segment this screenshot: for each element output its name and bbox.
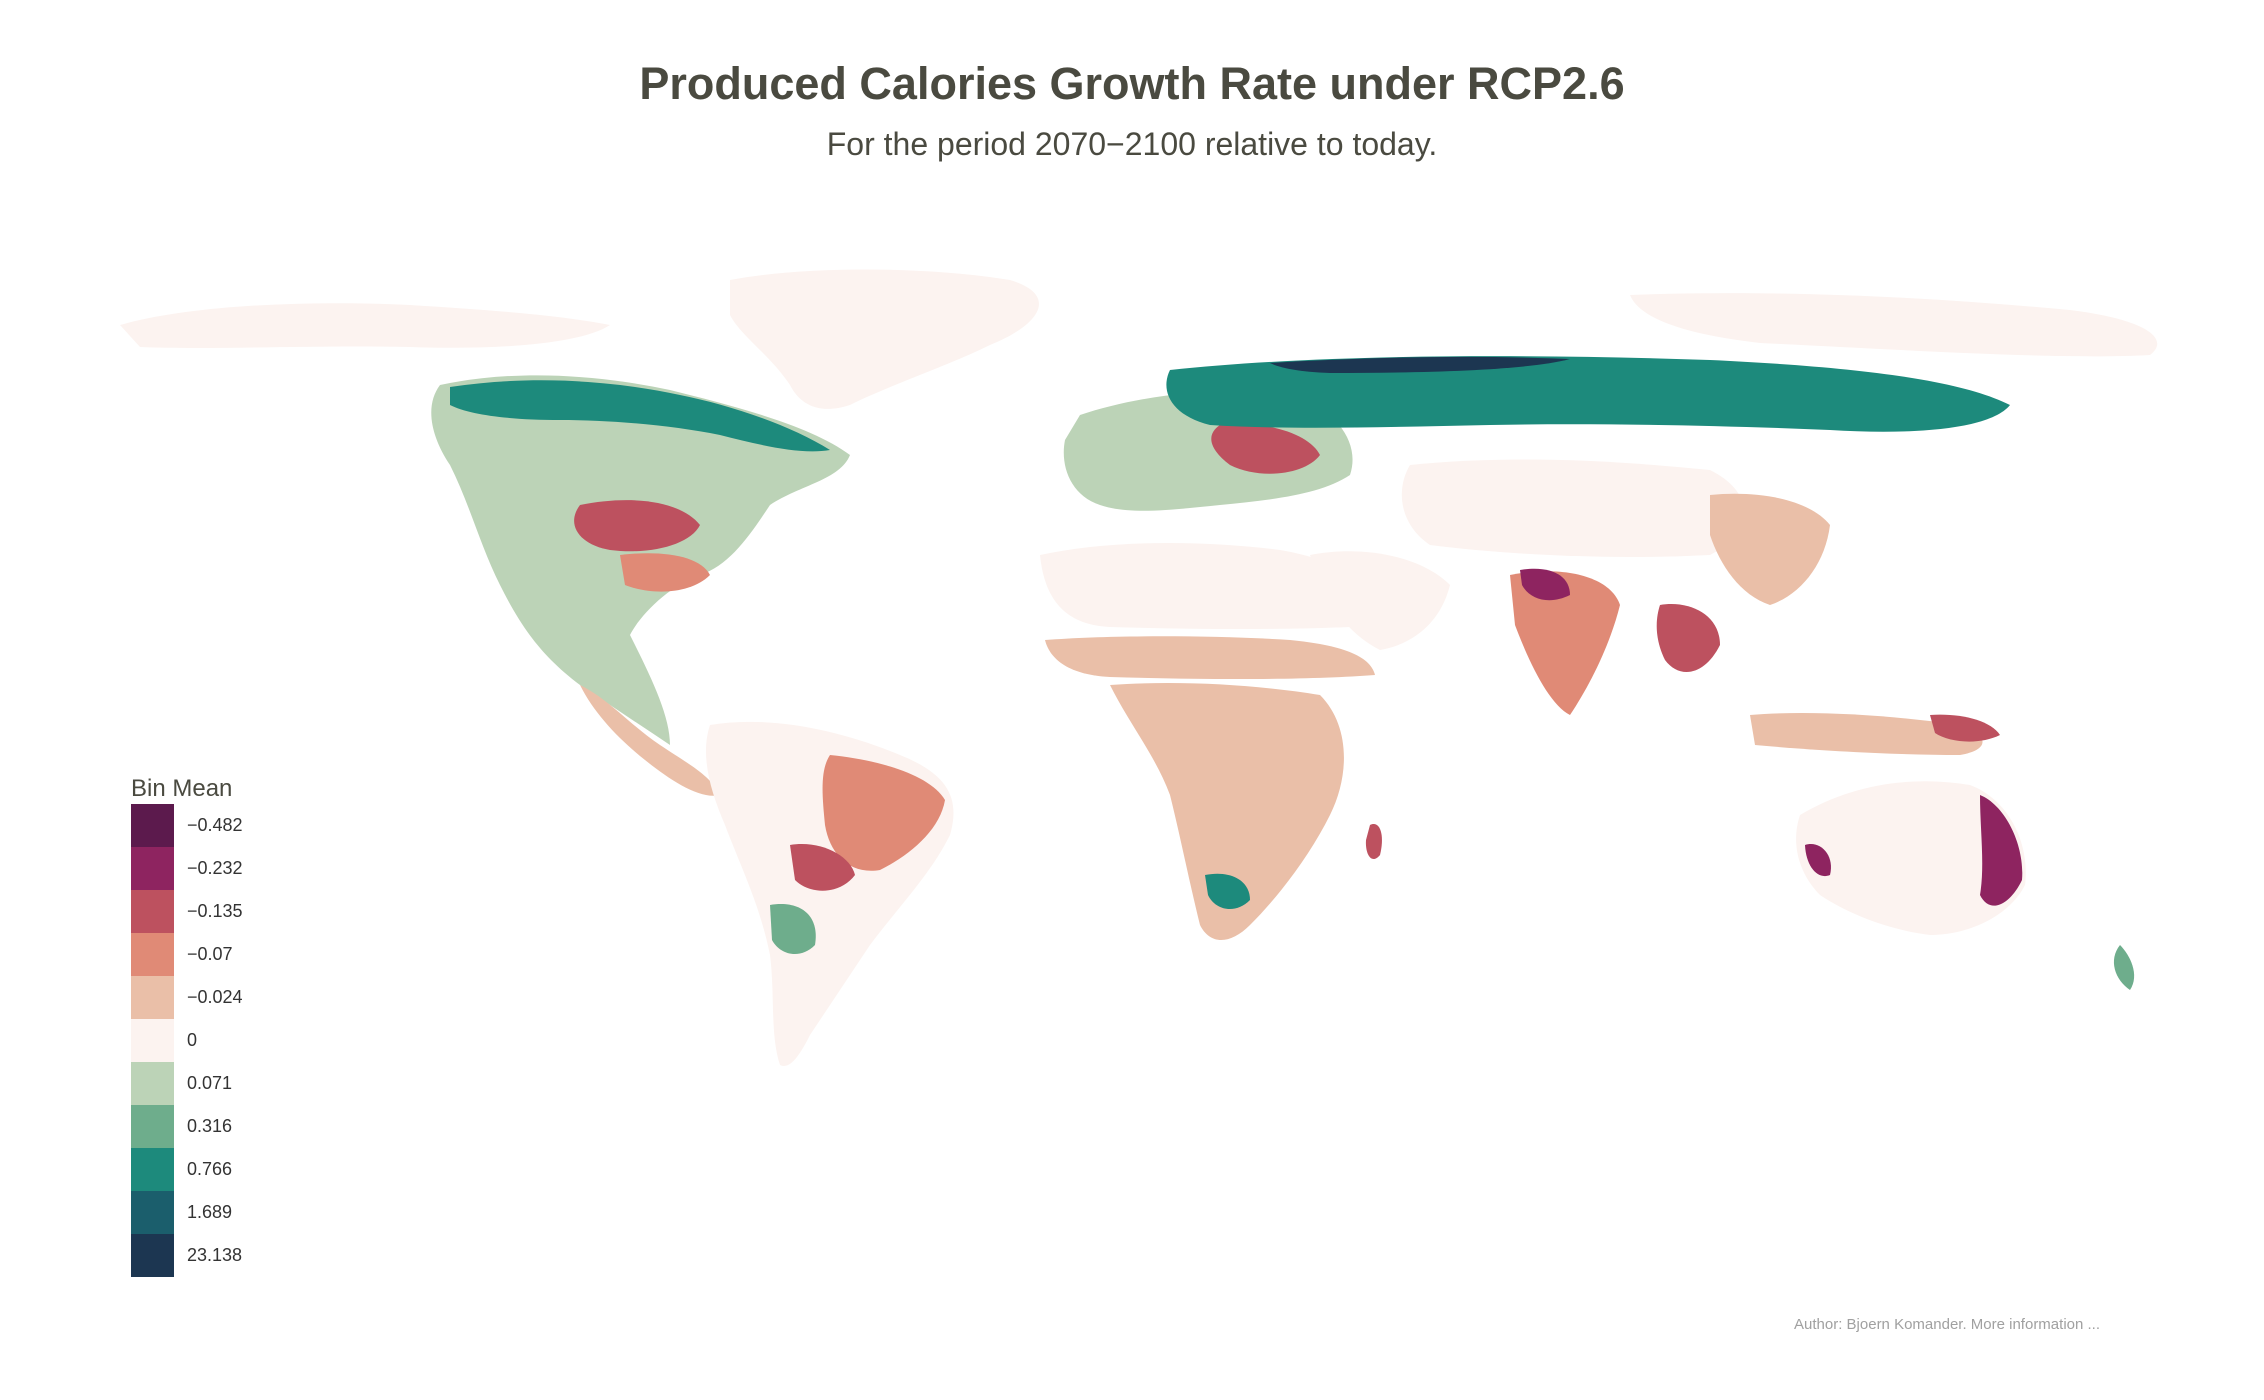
ukraine-russia-south bbox=[1211, 424, 1320, 474]
indonesia bbox=[1750, 713, 1983, 755]
legend-label: 0.071 bbox=[187, 1073, 233, 1093]
us-midwest bbox=[620, 553, 710, 592]
legend-item: −0.024 bbox=[131, 976, 243, 1019]
north-america-prairie bbox=[574, 500, 700, 552]
legend-item: 0.316 bbox=[131, 1105, 243, 1148]
india bbox=[1510, 571, 1620, 715]
legend-label: 0 bbox=[187, 1030, 198, 1050]
india-northwest bbox=[1520, 568, 1570, 601]
legend-swatch bbox=[131, 1191, 174, 1234]
new-zealand bbox=[2113, 945, 2135, 990]
legend-title: Bin Mean bbox=[131, 775, 233, 802]
legend-label: −0.07 bbox=[187, 944, 233, 964]
south-africa bbox=[1205, 873, 1250, 910]
sub-saharan-africa bbox=[1110, 683, 1344, 940]
southeast-asia bbox=[1656, 604, 1720, 672]
arctic-islands-east bbox=[1630, 293, 2158, 357]
north-america-boreal bbox=[450, 380, 830, 452]
legend-label: 1.689 bbox=[187, 1202, 233, 1222]
legend-item: −0.135 bbox=[131, 890, 243, 933]
legend-swatch bbox=[131, 933, 174, 976]
legend-swatch bbox=[131, 1234, 174, 1277]
legend-swatch bbox=[131, 1148, 174, 1191]
new-guinea bbox=[1930, 714, 2000, 742]
legend-swatch bbox=[131, 847, 174, 890]
legend-item: 23.138 bbox=[131, 1234, 243, 1277]
sahara bbox=[1040, 543, 1390, 630]
world-map bbox=[120, 269, 2158, 1066]
legend-swatch bbox=[131, 890, 174, 933]
legend-item: 0.766 bbox=[131, 1148, 243, 1191]
legend-item: −0.07 bbox=[131, 933, 243, 976]
legend-label: 0.316 bbox=[187, 1116, 233, 1136]
legend-item: −0.232 bbox=[131, 847, 243, 890]
legend-label: 0.766 bbox=[187, 1159, 233, 1179]
australia bbox=[1796, 781, 2026, 935]
legend-swatch bbox=[131, 804, 174, 847]
central-asia bbox=[1401, 459, 1744, 557]
map-title: Produced Calories Growth Rate under RCP2… bbox=[639, 58, 1625, 109]
legend-label: −0.482 bbox=[187, 815, 243, 835]
legend-swatch bbox=[131, 976, 174, 1019]
legend-rows: −0.482 −0.232 −0.135 −0.07 −0.024 0 0.071 0.316… bbox=[131, 804, 243, 1277]
china-east bbox=[1710, 493, 1830, 605]
australia-southwest bbox=[1805, 844, 1831, 877]
arctic-islands-west bbox=[120, 303, 610, 348]
siberia-north-edge bbox=[1270, 356, 1570, 373]
argentina-pampas bbox=[770, 904, 816, 955]
central-america bbox=[580, 685, 720, 796]
arabian-peninsula bbox=[1310, 551, 1450, 650]
map-subtitle: For the period 2070−2100 relative to tod… bbox=[826, 126, 1438, 162]
legend-swatch bbox=[131, 1062, 174, 1105]
legend-item: 0.071 bbox=[131, 1062, 243, 1105]
russia-siberia bbox=[1166, 356, 2010, 432]
legend-swatch bbox=[131, 1019, 174, 1062]
author-credit: Author: Bjoern Komander. More informatio… bbox=[1794, 1316, 2100, 1333]
legend-swatch bbox=[131, 1105, 174, 1148]
legend-item: 0 bbox=[131, 1019, 243, 1062]
legend-label: −0.232 bbox=[187, 858, 243, 878]
legend-item: −0.482 bbox=[131, 804, 243, 847]
sahel bbox=[1045, 636, 1375, 680]
legend: Bin Mean −0.482 −0.232 −0.135 −0.07 −0.024 0 0… bbox=[131, 774, 243, 1277]
greenland-region bbox=[730, 269, 1039, 409]
legend-item: 1.689 bbox=[131, 1191, 243, 1234]
australia-east-coast bbox=[1980, 795, 2023, 906]
legend-label: −0.135 bbox=[187, 901, 243, 921]
legend-label: 23.138 bbox=[187, 1245, 243, 1265]
brazil-northeast bbox=[822, 755, 945, 871]
madagascar bbox=[1365, 824, 1382, 860]
brazil-south bbox=[790, 844, 855, 891]
legend-label: −0.024 bbox=[187, 987, 243, 1007]
